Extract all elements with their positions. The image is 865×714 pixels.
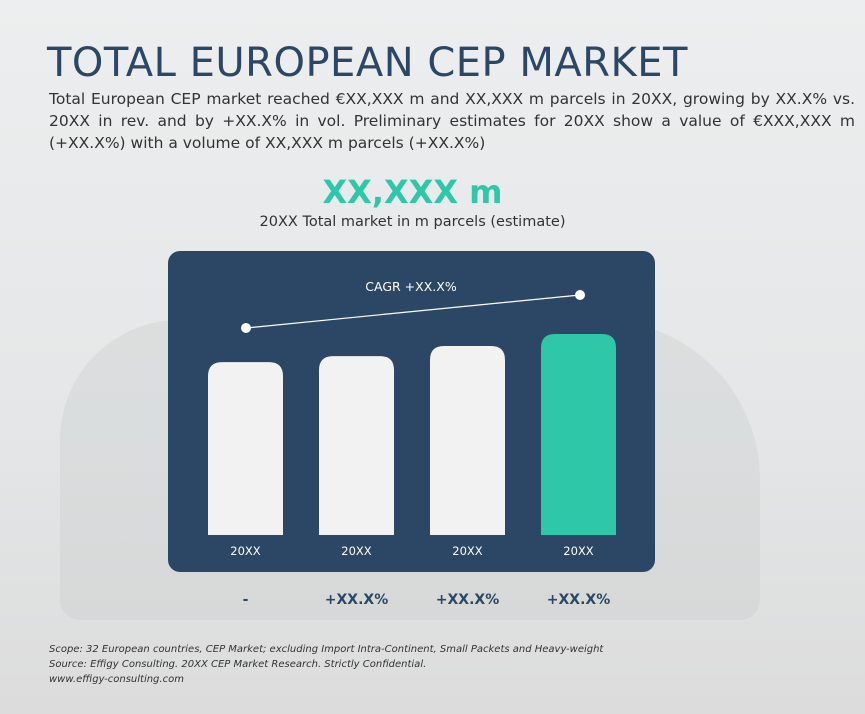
description: Total European CEP market reached €XX,XX… [49, 90, 855, 152]
footer-source: Source: Effigy Consulting. 20XX CEP Mark… [49, 659, 427, 670]
page-title: TOTAL EUROPEAN CEP MARKET [47, 40, 688, 86]
footer-url: www.effigy-consulting.com [49, 674, 184, 685]
cagr-annotation: CAGR +XX.X% [365, 279, 457, 294]
x-tick-label: 20XX [230, 544, 261, 558]
growth-label: +XX.X% [324, 592, 389, 608]
growth-label: - [242, 592, 249, 608]
bar [208, 362, 283, 535]
x-tick-label: 20XX [563, 544, 594, 558]
growth-label: +XX.X% [435, 592, 500, 608]
cagr-line [245, 294, 581, 329]
x-tick-label: 20XX [452, 544, 483, 558]
x-tick-label: 20XX [341, 544, 372, 558]
kpi-value: XX,XXX m [322, 173, 503, 211]
bar [319, 356, 394, 535]
growth-label: +XX.X% [546, 592, 611, 608]
cagr-end-dot [575, 290, 585, 300]
kpi-label: 20XX Total market in m parcels (estimate… [259, 214, 566, 230]
footer: Scope: 32 European countries, CEP Market… [49, 642, 603, 687]
footer-scope: Scope: 32 European countries, CEP Market… [49, 644, 604, 655]
bar [430, 346, 505, 535]
cagr-start-dot [241, 323, 251, 333]
bar [541, 334, 616, 535]
